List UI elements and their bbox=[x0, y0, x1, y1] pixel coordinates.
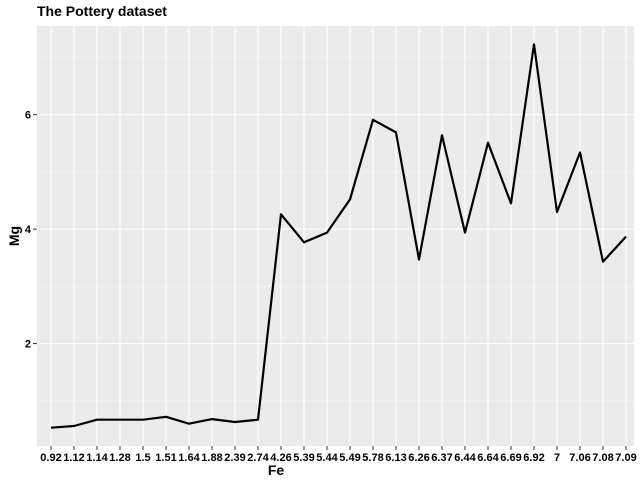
x-tick-label: 5.78 bbox=[362, 452, 383, 464]
x-tick-label: 6.64 bbox=[477, 452, 499, 464]
x-tick-label: 1.14 bbox=[86, 452, 108, 464]
x-tick-label: 6.26 bbox=[408, 452, 429, 464]
y-tick-label: 2 bbox=[25, 339, 31, 351]
x-tick-label: 7.09 bbox=[615, 452, 636, 464]
x-tick-label: 6.13 bbox=[385, 452, 406, 464]
x-tick-label: 1.5 bbox=[135, 452, 150, 464]
x-tick-label: 1.28 bbox=[109, 452, 130, 464]
x-tick-label: 7 bbox=[554, 452, 560, 464]
x-tick-label: 1.12 bbox=[63, 452, 84, 464]
x-tick-label: 6.37 bbox=[431, 452, 452, 464]
x-tick-label: 2.74 bbox=[247, 452, 269, 464]
y-tick-label: 4 bbox=[25, 224, 32, 236]
series-line bbox=[50, 43, 627, 429]
x-tick-label: 5.39 bbox=[293, 452, 314, 464]
x-axis-title: Fe bbox=[268, 462, 285, 478]
chart-title: The Pottery dataset bbox=[37, 3, 167, 19]
x-tick-label: 7.08 bbox=[592, 452, 613, 464]
x-tick-label: 2.39 bbox=[224, 452, 245, 464]
y-tick-label: 6 bbox=[25, 110, 31, 122]
x-tick-label: 6.92 bbox=[523, 452, 544, 464]
x-tick-label: 1.51 bbox=[155, 452, 176, 464]
x-tick-label: 1.64 bbox=[178, 452, 200, 464]
x-tick-label: 4.26 bbox=[270, 452, 291, 464]
y-axis-ticks: 2 4 6 bbox=[25, 110, 37, 351]
y-axis-title: Mg bbox=[6, 226, 22, 246]
x-tick-label: 5.44 bbox=[316, 452, 338, 464]
x-tick-label: 7.06 bbox=[569, 452, 590, 464]
plot-panel bbox=[37, 26, 634, 446]
x-axis-ticks: 0.92 1.12 1.14 1.28 1.5 1.51 1.64 1.88 2.39 2.74 4… bbox=[40, 446, 637, 464]
grid-major bbox=[37, 26, 634, 446]
x-tick-label: 5.49 bbox=[339, 452, 360, 464]
x-tick-label: 1.88 bbox=[201, 452, 222, 464]
x-tick-label: 6.69 bbox=[500, 452, 521, 464]
x-tick-label: 6.44 bbox=[454, 452, 476, 464]
x-tick-label: 0.92 bbox=[40, 452, 61, 464]
